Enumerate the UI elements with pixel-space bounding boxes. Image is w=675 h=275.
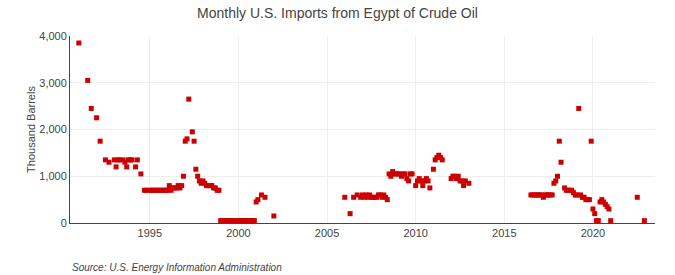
svg-text:2005: 2005 [315,227,339,239]
svg-text:2015: 2015 [492,227,516,239]
svg-text:Monthly U.S. Imports from Egyp: Monthly U.S. Imports from Egypt of Crude… [197,5,478,21]
svg-text:4,000: 4,000 [39,30,67,42]
svg-text:2020: 2020 [581,227,605,239]
svg-text:3,000: 3,000 [39,77,67,89]
svg-text:2,000: 2,000 [39,123,67,135]
svg-text:1995: 1995 [138,227,162,239]
svg-text:2000: 2000 [226,227,250,239]
svg-text:0: 0 [61,217,67,229]
svg-text:2010: 2010 [403,227,427,239]
svg-text:Thousand Barrels: Thousand Barrels [25,86,37,173]
svg-text:1,000: 1,000 [39,170,67,182]
svg-text:Source: U.S. Energy Informatio: Source: U.S. Energy Information Administ… [72,262,282,273]
